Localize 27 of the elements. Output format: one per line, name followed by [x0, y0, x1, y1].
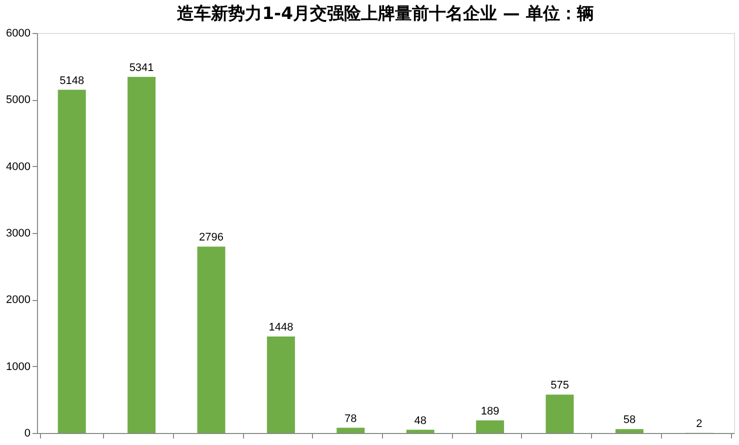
data-label: 58: [623, 414, 636, 426]
bar: [58, 90, 86, 433]
data-label: 1448: [268, 321, 294, 334]
y-tick-label: 6000: [6, 28, 30, 40]
bar: [197, 246, 226, 433]
bar: [476, 420, 504, 433]
y-tick-label: 4000: [6, 160, 30, 173]
y-tick-label: 3000: [6, 228, 30, 240]
data-label: 5341: [129, 62, 154, 74]
data-label: 78: [344, 412, 357, 425]
data-label: 5148: [60, 74, 84, 87]
data-label: 2: [696, 418, 702, 430]
bar: [128, 76, 156, 433]
bar: [406, 430, 434, 433]
y-tick-label: 1000: [6, 360, 30, 373]
bar: [615, 429, 644, 433]
bar: [546, 394, 574, 433]
bar: [266, 336, 295, 433]
y-tick-label: 5000: [6, 94, 30, 106]
data-label: 2796: [199, 232, 224, 244]
chart-title: 造车新势力1-4月交强险上牌量前十名企业 — 单位：辆: [177, 4, 594, 24]
y-tick-label: 0: [24, 428, 30, 440]
bar: [336, 428, 365, 433]
data-label: 48: [414, 414, 426, 427]
y-tick-label: 2000: [6, 294, 30, 306]
data-label: 189: [480, 405, 500, 418]
data-label: 575: [550, 380, 569, 392]
